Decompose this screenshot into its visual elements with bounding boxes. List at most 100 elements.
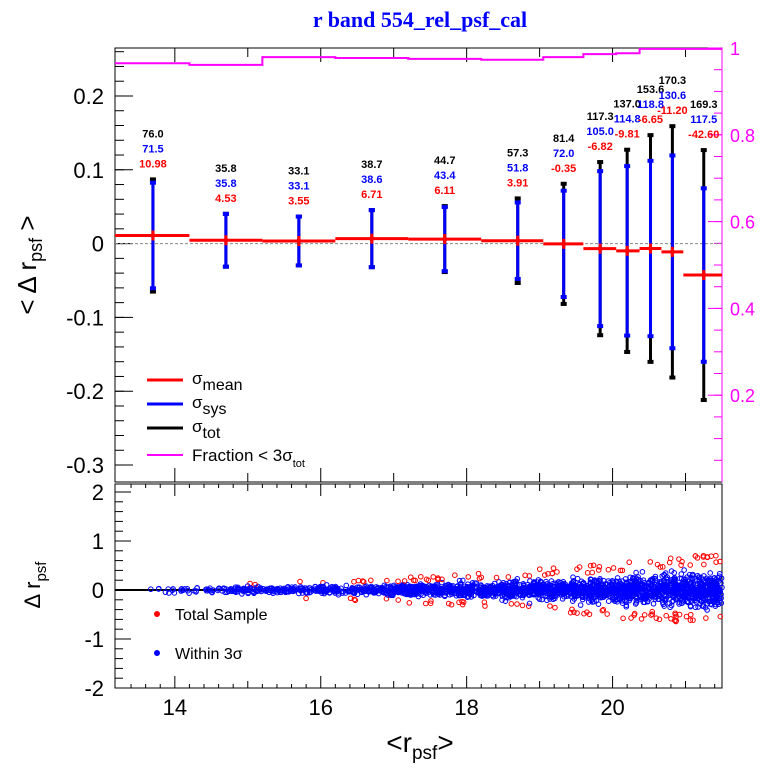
scatter-point bbox=[560, 580, 567, 587]
scatter-point bbox=[649, 611, 656, 617]
sys-cap bbox=[368, 208, 375, 213]
scatter-point bbox=[676, 601, 682, 607]
scatter-point bbox=[550, 565, 557, 571]
y2-tick-label: 0.4 bbox=[730, 299, 755, 319]
scatter-point bbox=[297, 578, 303, 585]
scatter-point bbox=[696, 580, 703, 586]
scatter-point bbox=[502, 584, 508, 591]
tot-cap bbox=[597, 333, 604, 338]
scatter-point bbox=[557, 583, 564, 590]
scatter-point bbox=[444, 584, 451, 590]
scatter-point bbox=[549, 581, 556, 587]
sys-cap bbox=[295, 214, 302, 219]
scatter-point bbox=[428, 598, 434, 604]
legend-label: σtot bbox=[192, 417, 221, 442]
scatter-point bbox=[459, 598, 465, 605]
scatter-point bbox=[184, 587, 191, 594]
scatter-point bbox=[648, 612, 654, 618]
scatter-point bbox=[695, 604, 701, 610]
scatter-point bbox=[332, 586, 339, 593]
scatter-point bbox=[355, 577, 362, 584]
scatter-point bbox=[694, 572, 701, 579]
mean-label: -0.35 bbox=[551, 163, 576, 175]
scatter-point bbox=[301, 587, 307, 593]
scatter-point bbox=[481, 592, 487, 598]
scatter-point bbox=[410, 587, 417, 593]
scatter-point bbox=[431, 585, 438, 592]
mean-marker bbox=[701, 272, 707, 278]
scatter-point bbox=[605, 566, 612, 573]
scatter-point bbox=[452, 572, 458, 579]
scatter-point bbox=[321, 587, 327, 593]
scatter-point bbox=[668, 578, 675, 585]
tot-cap bbox=[149, 289, 156, 294]
scatter-point bbox=[536, 566, 543, 572]
scatter-point bbox=[475, 570, 482, 577]
lower-y-axis-label: Δ rpsf bbox=[20, 561, 50, 609]
scatter-point bbox=[548, 585, 554, 592]
scatter-point bbox=[632, 589, 639, 596]
sys-cap bbox=[669, 346, 676, 351]
scatter-point bbox=[584, 570, 591, 576]
scatter-point bbox=[468, 594, 475, 600]
scatter-point bbox=[556, 589, 563, 596]
scatter-point bbox=[395, 597, 402, 603]
scatter-point bbox=[296, 590, 302, 597]
sys-cap bbox=[222, 264, 229, 269]
scatter-point bbox=[687, 617, 694, 623]
mean-label: -11.20 bbox=[657, 105, 688, 117]
scatter-point bbox=[713, 559, 719, 565]
scatter-point bbox=[567, 582, 574, 589]
scatter-point bbox=[595, 567, 602, 573]
scatter-point bbox=[624, 593, 630, 599]
scatter-point bbox=[435, 575, 441, 581]
y-axis-label: < Δ rpsf > bbox=[12, 215, 46, 314]
scatter-point bbox=[667, 584, 673, 590]
mean-marker bbox=[150, 232, 156, 238]
scatter-point bbox=[407, 574, 414, 581]
scatter-point bbox=[678, 571, 685, 577]
scatter-point bbox=[351, 578, 357, 585]
tot-label: 137.0 bbox=[613, 99, 641, 111]
scatter-point bbox=[591, 598, 597, 605]
scatter-point bbox=[162, 589, 169, 596]
scatter-point bbox=[600, 606, 607, 613]
scatter-point bbox=[178, 585, 185, 592]
scatter-point bbox=[251, 586, 258, 593]
scatter-point bbox=[574, 610, 580, 616]
scatter-point bbox=[714, 600, 721, 606]
legend-marker bbox=[154, 611, 160, 617]
scatter-point bbox=[517, 592, 524, 599]
scatter-point bbox=[203, 587, 210, 594]
scatter-point bbox=[542, 584, 548, 591]
y-tick-label: -1 bbox=[84, 627, 104, 652]
scatter-point bbox=[701, 578, 708, 584]
tot-label: 169.3 bbox=[690, 99, 718, 111]
mean-label: 6.71 bbox=[361, 189, 382, 201]
sys-cap bbox=[624, 164, 631, 169]
scatter-point bbox=[490, 593, 497, 600]
scatter-point bbox=[661, 578, 668, 584]
scatter-point bbox=[406, 600, 413, 606]
scatter-point bbox=[251, 589, 258, 596]
scatter-point bbox=[715, 578, 722, 584]
scatter-point bbox=[166, 590, 172, 596]
scatter-point bbox=[620, 615, 626, 622]
scatter-point bbox=[585, 585, 591, 592]
mean-marker bbox=[515, 238, 521, 244]
scatter-point bbox=[647, 582, 653, 589]
tot-cap bbox=[624, 349, 631, 354]
scatter-point bbox=[599, 607, 606, 614]
scatter-point bbox=[590, 562, 597, 569]
x-axis-label: <rpsf> bbox=[386, 727, 453, 764]
scatter-point bbox=[538, 579, 544, 586]
mean-marker bbox=[597, 246, 603, 252]
mean-marker bbox=[223, 237, 229, 243]
scatter-point bbox=[520, 584, 526, 591]
scatter-point bbox=[601, 592, 608, 599]
scatter-point bbox=[703, 615, 709, 621]
scatter-point bbox=[638, 616, 645, 622]
scatter-point bbox=[635, 585, 641, 592]
scatter-point bbox=[610, 565, 617, 571]
